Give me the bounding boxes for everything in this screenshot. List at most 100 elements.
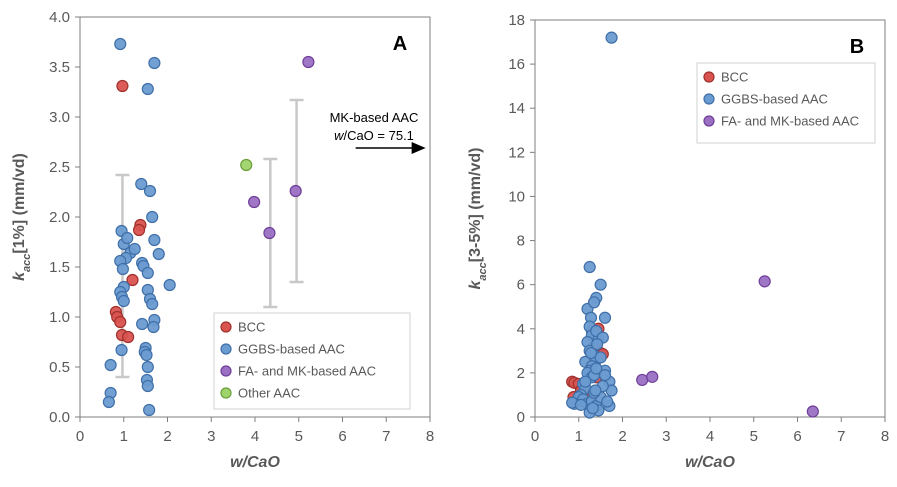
legend-marker <box>220 365 232 377</box>
x-tick-label: 1 <box>575 428 583 445</box>
x-tick-label: 7 <box>837 428 845 445</box>
data-point-fa-mk <box>302 55 315 69</box>
legend-marker <box>703 115 715 127</box>
y-tick-label: 18 <box>508 12 525 29</box>
data-point-ggbs <box>587 296 601 309</box>
data-point-ggbs <box>583 260 596 274</box>
panel-a-chart: 0 1 2 3 4 5 6 7 8 0.0 0.5 1.0 1.5 2.0 2.5 3.0 3.5 4.0 w/Ca… <box>11 9 434 471</box>
data-point-ggbs <box>116 262 129 276</box>
legend-label: GGBS-based AAC <box>721 92 828 107</box>
legend-label: FA- and MK-based AAC <box>238 364 376 379</box>
y-tick-label: 3.5 <box>49 59 70 76</box>
y-tick-label: 10 <box>508 188 525 205</box>
legend-marker <box>703 93 715 105</box>
y-tick-label: 14 <box>508 100 525 117</box>
x-tick-label: 6 <box>793 428 801 445</box>
x-tick-label: 6 <box>338 428 346 445</box>
data-point-fa-mk <box>289 184 302 198</box>
x-tick-label: 8 <box>881 428 889 445</box>
y-tick-label: 4 <box>517 321 525 338</box>
data-point-ggbs <box>148 56 161 70</box>
x-tick-label: 4 <box>706 428 714 445</box>
x-tick-label: 8 <box>426 428 434 445</box>
data-point-bcc <box>132 223 146 237</box>
panel-letter: A <box>393 33 407 55</box>
x-tick-label: 7 <box>382 428 390 445</box>
x-tick-label: 1 <box>120 428 128 445</box>
data-point-ggbs <box>598 368 612 382</box>
data-point-ggbs <box>128 242 141 256</box>
legend-box <box>213 312 411 410</box>
y-tick-label: 3.0 <box>49 109 70 126</box>
y-tick-label: 16 <box>508 56 525 73</box>
data-point-ggbs <box>141 360 154 374</box>
x-tick-label: 5 <box>750 428 758 445</box>
annotation-line2: w/CaO = 75.1 <box>334 128 414 143</box>
data-point-ggbs <box>136 317 149 331</box>
data-point-bcc <box>114 315 127 329</box>
data-point-ggbs <box>574 398 588 411</box>
data-point-ggbs <box>143 184 157 198</box>
x-tick-label: 4 <box>251 428 259 445</box>
data-point-ggbs <box>591 338 604 351</box>
data-point-ggbs <box>141 266 154 280</box>
legend-label: Other AAC <box>238 386 300 401</box>
legend-marker <box>703 71 715 83</box>
data-point-fa-mk <box>758 275 771 288</box>
data-point-ggbs <box>141 82 154 96</box>
y-tick-label: 1.5 <box>49 259 70 276</box>
legend-box <box>696 62 876 144</box>
data-point-ggbs <box>104 358 117 372</box>
y-tick-label: 2 <box>517 365 525 382</box>
y-tick-label: 6 <box>517 277 525 294</box>
legend-label: BCC <box>238 320 265 335</box>
y-tick-label: 1.0 <box>49 309 70 326</box>
data-point-ggbs <box>147 320 160 334</box>
x-tick-label: 5 <box>295 428 303 445</box>
data-point-ggbs <box>143 403 156 417</box>
data-point-ggbs <box>102 395 115 409</box>
data-point-ggbs <box>146 210 159 224</box>
y-tick-label: 0 <box>517 409 525 426</box>
data-point-fa-mk <box>263 226 276 240</box>
x-axis-label: w/CaO <box>685 454 735 471</box>
data-point-ggbs <box>148 233 161 247</box>
legend-marker <box>220 343 232 355</box>
data-point-fa-mk <box>806 405 819 418</box>
y-tick-label: 2.0 <box>49 209 70 226</box>
y-tick-label: 2.5 <box>49 159 70 176</box>
y-tick-label: 8 <box>517 233 525 250</box>
data-point-ggbs <box>114 37 127 51</box>
legend-label: GGBS-based AAC <box>238 342 345 357</box>
legend-marker <box>220 321 232 333</box>
data-point-ggbs <box>584 346 598 360</box>
y-tick-label: 4.0 <box>49 9 70 26</box>
y-axis-label: kacc[1%] (mm/vd) <box>11 153 33 281</box>
panel-letter: B <box>850 36 864 58</box>
x-tick-label: 3 <box>207 428 215 445</box>
x-tick-label: 2 <box>163 428 171 445</box>
x-tick-label: 0 <box>531 428 539 445</box>
annotation-arrow-head <box>411 142 426 154</box>
data-point-ggbs <box>598 311 612 324</box>
x-tick-label: 0 <box>76 428 84 445</box>
data-point-ggbs <box>140 348 153 362</box>
x-axis-label: w/CaO <box>230 454 280 471</box>
legend-marker <box>220 387 232 399</box>
x-tick-label: 2 <box>618 428 626 445</box>
data-point-ggbs <box>605 31 618 44</box>
data-point-ggbs <box>590 362 603 375</box>
data-point-ggbs <box>579 375 592 388</box>
legend-label: BCC <box>721 70 748 85</box>
x-tick-label: 3 <box>662 428 670 445</box>
panel-b-chart: 0 1 2 3 4 5 6 7 8024681012141618w/CaOkacc[3-5%] … <box>467 12 889 471</box>
data-point-ggbs <box>152 247 165 261</box>
data-point-ggbs <box>141 379 154 393</box>
data-point-ggbs <box>135 177 148 191</box>
data-point-ggbs <box>115 343 128 357</box>
data-point-ggbs <box>586 402 599 415</box>
data-point-ggbs <box>601 395 614 408</box>
data-point-ggbs <box>146 297 159 311</box>
data-point-bcc <box>122 330 135 344</box>
